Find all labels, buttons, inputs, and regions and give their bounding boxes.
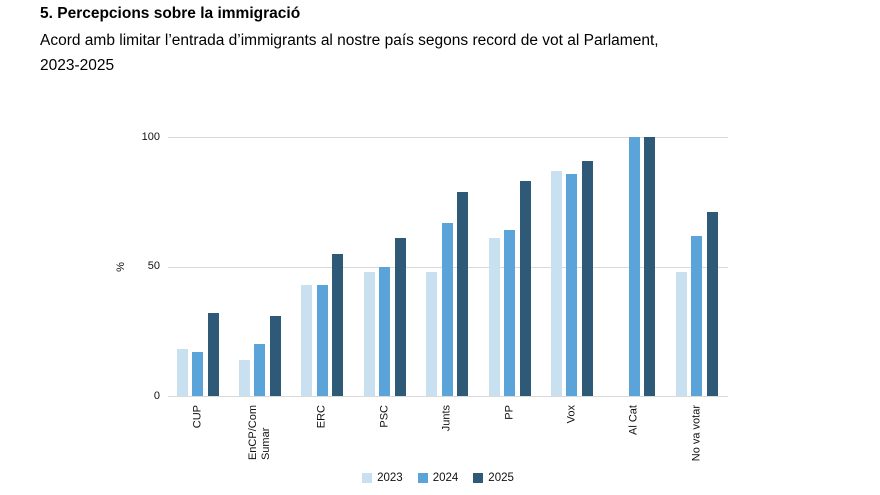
x-label-CUP: CUP [191,405,203,429]
bar-ERC-2024 [316,284,328,396]
bar-ERC-2025 [332,253,344,396]
bar-Al-Cat-2025 [644,137,656,396]
legend-label-2024: 2024 [432,472,459,484]
legend-label-2025: 2025 [488,472,514,484]
y-tick-100: 100 [141,130,160,143]
bar-Vox-2025 [581,160,593,396]
bar-Junts-2023 [426,271,438,396]
bar-PSC-2024 [379,266,391,396]
bar-Junts-2024 [441,222,453,396]
x-label-ERC: ERC [315,405,328,429]
bar-Vox-2023 [550,171,562,396]
bar-EnCP-Com-Sumar-2024 [254,344,266,396]
chart-subtitle-line2: 2023-2025 [40,57,115,74]
legend-swatch-2025 [473,473,484,483]
x-label-Vox: Vox [565,405,578,424]
x-label-PSC: PSC [378,405,391,428]
x-label-Junts: Junts [440,405,453,432]
gridline-0 [168,396,728,397]
bar-Al-Cat-2024 [628,137,640,396]
bar-Junts-2025 [457,191,469,396]
legend-swatch-2023 [362,473,373,483]
x-label-EnCP-Com-Sumar: EnCP/Com Sumar [246,405,272,461]
y-tick-50: 50 [147,260,160,273]
chart-subtitle: Acord amb limitar l’entrada d’immigrants… [40,28,860,78]
bar-PP-2023 [488,238,500,396]
chart-subtitle-line1: Acord amb limitar l’entrada d’immigrants… [40,32,659,49]
bar-PSC-2025 [394,238,406,396]
legend: 2023 2024 2025 [158,470,718,486]
bar-Vox-2024 [566,173,578,396]
bar-EnCP-Com-Sumar-2023 [238,359,250,396]
x-label-PP: PP [503,405,515,420]
bar-No-va-votar-2023 [675,271,687,396]
bar-CUP-2023 [176,349,188,396]
legend-item-2023: 2023 [362,472,403,484]
bar-CUP-2025 [207,313,219,396]
chart-header: 5. Percepcions sobre la immigració Acord… [40,3,860,78]
bar-No-va-votar-2025 [706,212,718,396]
bar-ERC-2023 [301,284,313,396]
y-tick-0: 0 [153,389,160,402]
legend-item-2024: 2024 [417,472,459,484]
gridline-100 [168,137,728,139]
x-label-No-va-votar: No va votar [690,405,703,462]
legend-item-2025: 2025 [473,472,514,484]
bar-PSC-2023 [363,271,375,396]
legend-label-2023: 2023 [377,472,403,484]
bar-EnCP-Com-Sumar-2025 [269,315,281,396]
bar-PP-2024 [504,230,515,396]
legend-swatch-2024 [417,473,428,483]
bar-CUP-2024 [192,352,203,396]
bar-PP-2025 [519,181,531,396]
bar-No-va-votar-2024 [691,235,703,396]
x-label-Al-Cat: Al Cat [627,405,640,435]
chart-title: 5. Percepcions sobre la immigració [40,5,301,22]
